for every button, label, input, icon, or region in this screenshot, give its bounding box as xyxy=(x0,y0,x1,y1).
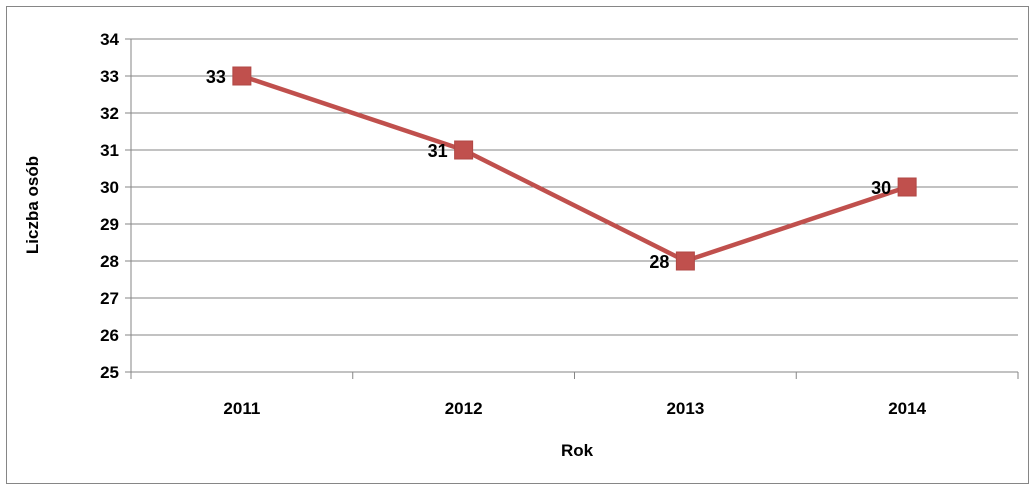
y-axis-title: Liczba osób xyxy=(23,156,42,254)
y-tick-label: 31 xyxy=(100,141,119,160)
y-tick-label: 25 xyxy=(100,363,119,382)
x-tick-label: 2013 xyxy=(666,399,704,418)
data-labels: 33 31 28 30 xyxy=(206,67,891,272)
data-point-marker xyxy=(454,140,474,160)
y-tick-label: 34 xyxy=(100,30,119,49)
y-tick-label: 28 xyxy=(100,252,119,271)
x-tick-label: 2012 xyxy=(445,399,483,418)
x-axis-title: Rok xyxy=(561,441,594,460)
y-tick-label: 33 xyxy=(100,67,119,86)
y-tick-label: 27 xyxy=(100,289,119,308)
x-tick-labels: 2011 2012 2013 2014 xyxy=(223,399,926,418)
data-label: 30 xyxy=(871,178,891,198)
y-tick-label: 26 xyxy=(100,326,119,345)
chart-area xyxy=(6,6,1029,484)
x-tick-label: 2011 xyxy=(223,399,260,418)
data-label: 33 xyxy=(206,67,226,87)
x-tick-label: 2014 xyxy=(888,399,926,418)
y-tick-label: 30 xyxy=(100,178,119,197)
data-point-marker xyxy=(675,251,695,271)
series-line xyxy=(241,73,908,264)
data-label: 31 xyxy=(428,141,448,161)
gridlines xyxy=(131,38,1018,336)
y-tick-label: 29 xyxy=(100,215,119,234)
y-tick-label: 32 xyxy=(100,104,119,123)
series-group xyxy=(232,66,917,271)
axes xyxy=(125,38,1019,379)
y-tick-labels: 25 26 27 28 29 30 31 32 33 34 xyxy=(100,30,119,382)
data-point-marker xyxy=(232,66,252,86)
data-point-marker xyxy=(897,177,917,197)
data-label: 28 xyxy=(649,252,669,272)
